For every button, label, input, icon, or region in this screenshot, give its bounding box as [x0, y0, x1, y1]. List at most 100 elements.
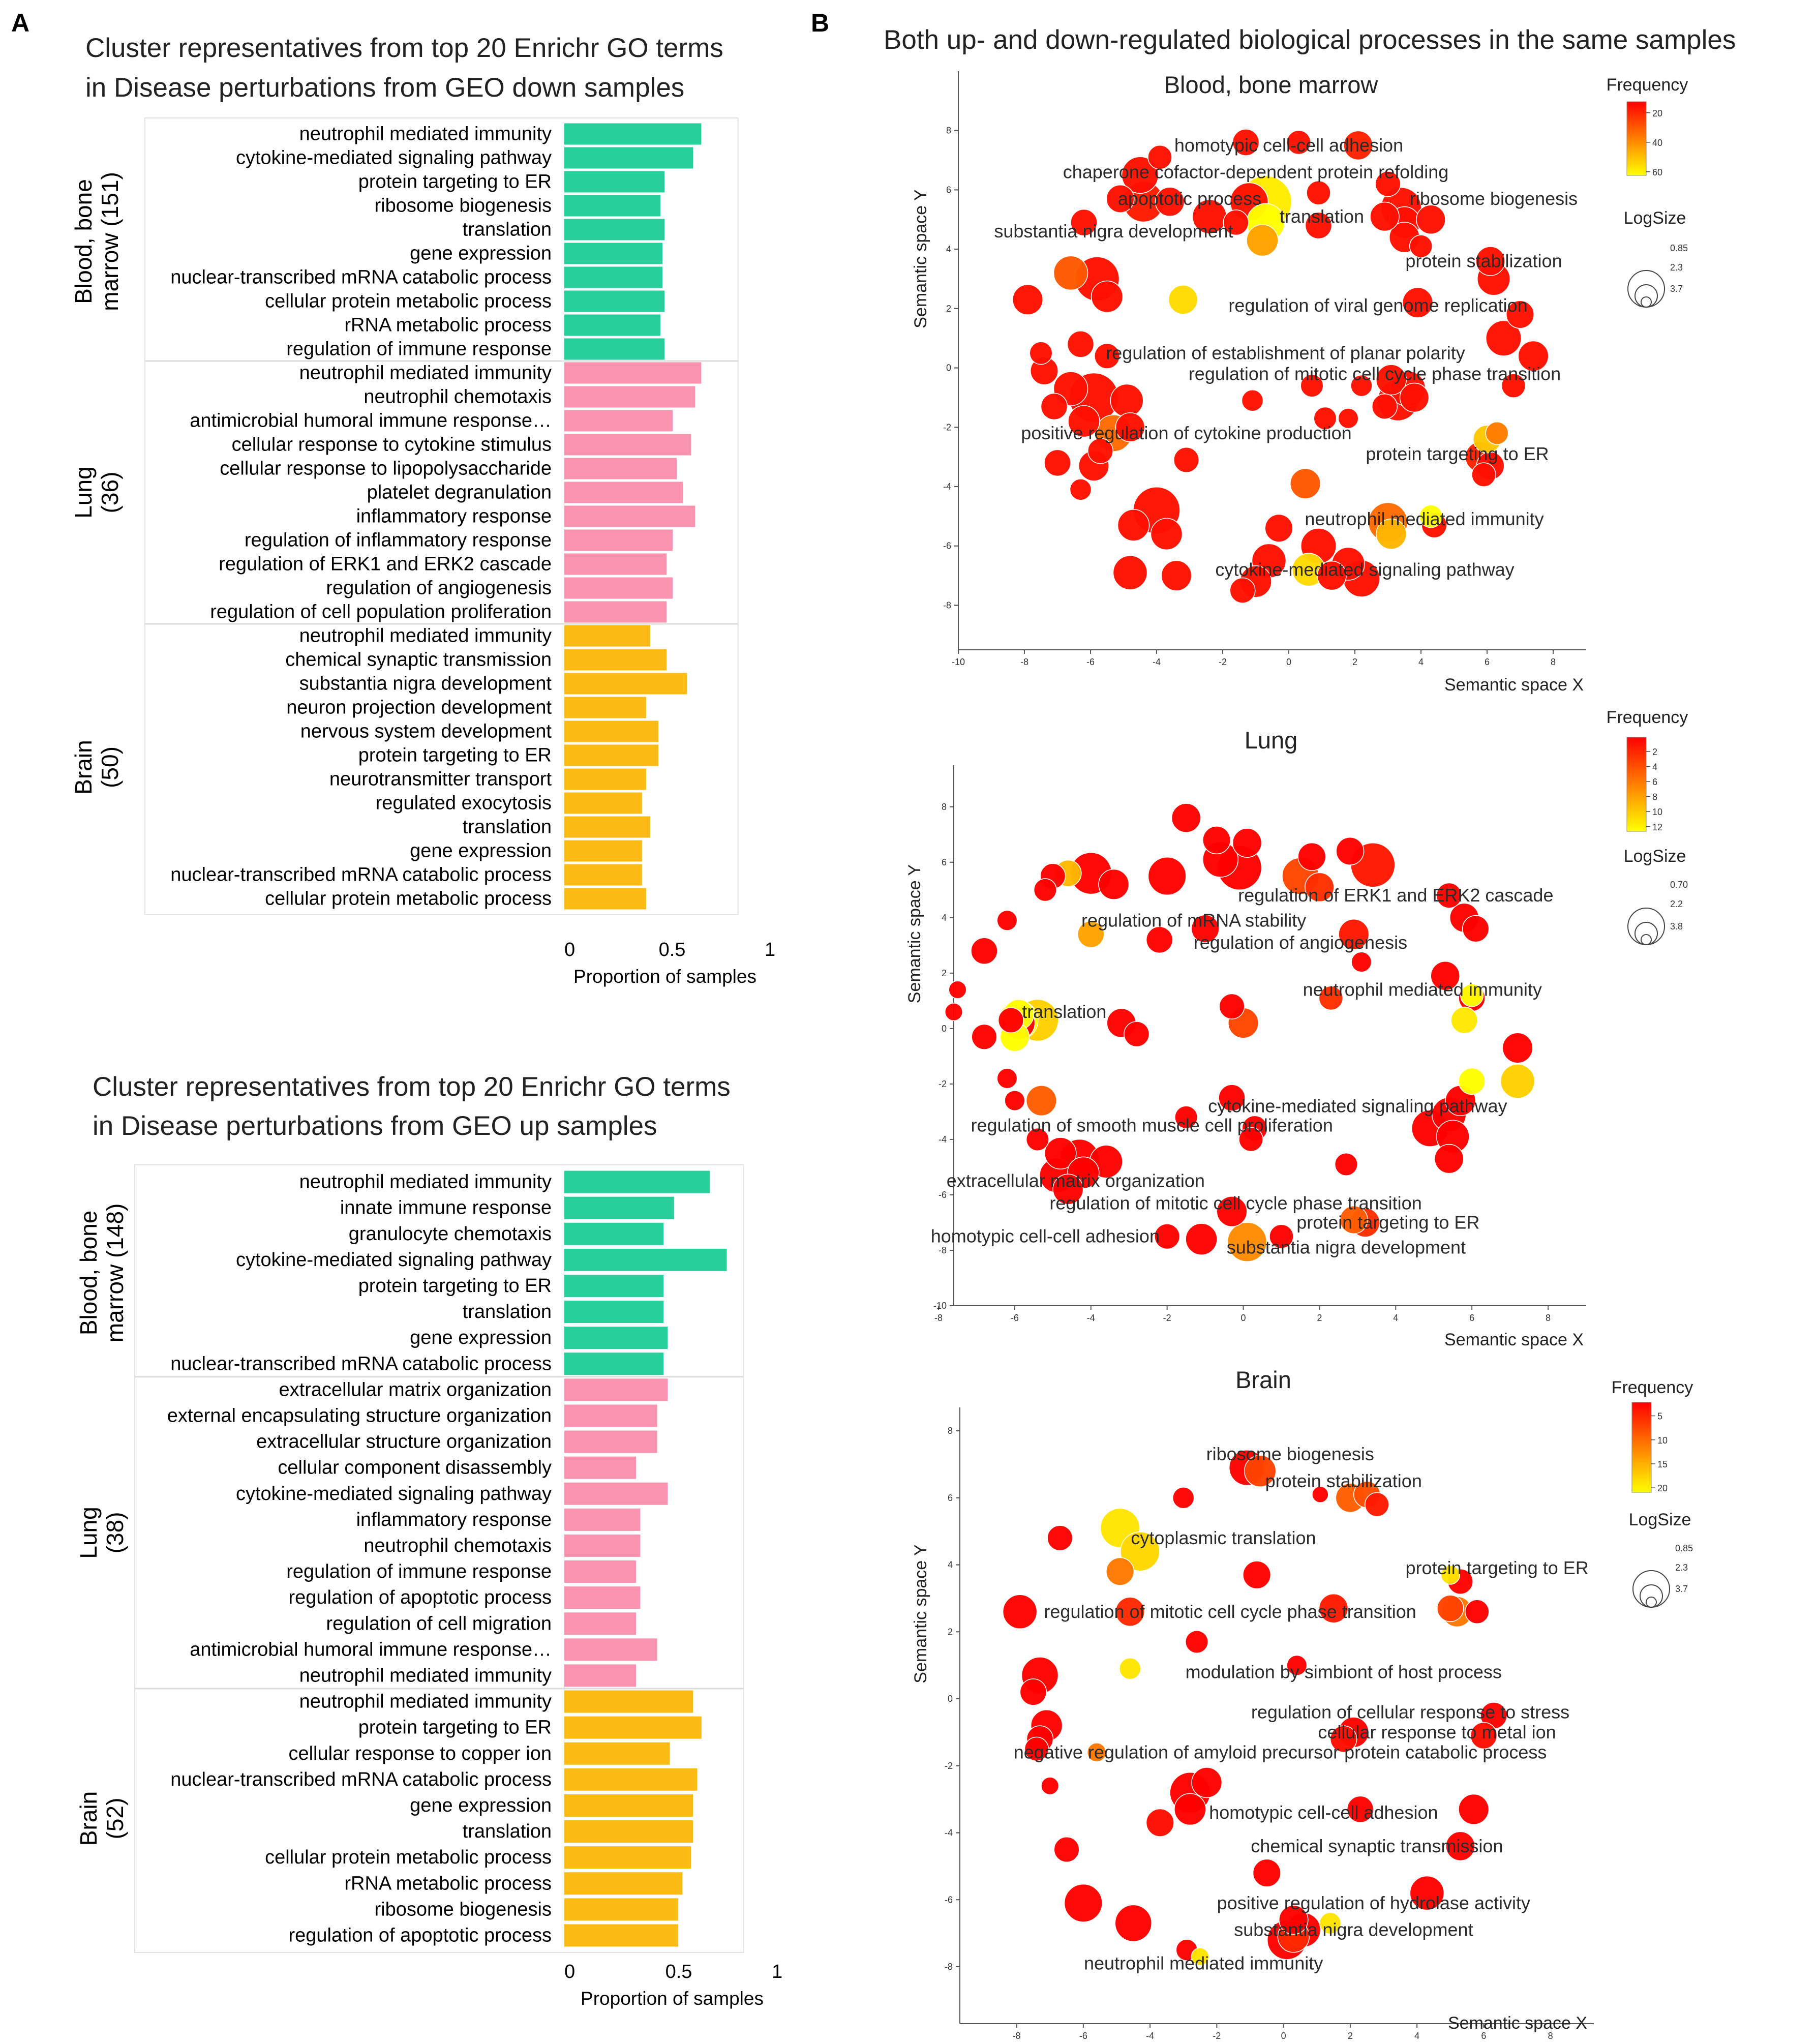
bar [564, 1820, 693, 1843]
legend-logsize-circle [1635, 922, 1658, 945]
go-term-bubble [1518, 340, 1549, 372]
y-tick-label: -2 [939, 1079, 947, 1089]
go-term-bubble [1174, 1105, 1198, 1129]
go-term-bubble [1191, 914, 1220, 943]
go-term-bubble [1110, 383, 1144, 417]
bar [564, 266, 662, 288]
go-term-bubble [1202, 826, 1231, 855]
x-tick-label: 0 [1241, 1313, 1246, 1323]
go-term-bubble [1044, 449, 1071, 477]
x-tick-label: -2 [1213, 2031, 1221, 2041]
y-tick-label: 0 [948, 1694, 953, 1704]
go-term-bubble [1502, 1032, 1533, 1064]
bar [564, 123, 702, 145]
legend-frequency-gradient [1631, 1402, 1652, 1493]
bar [564, 1638, 657, 1661]
go-term-bubble [1232, 129, 1260, 156]
go-term-bubble [1012, 284, 1043, 315]
go-term-bubble [1376, 364, 1407, 396]
legend-logsize-label: 0.70 [1670, 880, 1688, 890]
go-term-annotation: regulation of angiogenesis [1194, 932, 1407, 953]
go-term-bubble [1114, 1904, 1153, 1942]
go-term-bubble [1485, 421, 1509, 445]
x-tick-label: 8 [1548, 2031, 1553, 2041]
y-axis-label: Semantic space Y [911, 1544, 930, 1683]
bar-term-label: external encapsulating structure organiz… [167, 1405, 552, 1426]
go-term-bubble [1365, 1492, 1389, 1517]
go-term-bubble [1252, 1858, 1281, 1887]
bar [564, 195, 660, 217]
legend-logsize-circle [1632, 1570, 1670, 1608]
bar [564, 1898, 679, 1921]
x-axis-label: Semantic space X [1448, 2013, 1587, 2033]
y-axis-label: Semantic space Y [911, 189, 930, 328]
x-axis-label: Semantic space X [1444, 1330, 1584, 1349]
legend-logsize-label: 2.2 [1670, 899, 1683, 909]
go-term-bubble [1070, 208, 1098, 236]
go-term-annotation: regulation of establishment of planar po… [1106, 342, 1465, 363]
x-tick-label: -2 [1163, 1313, 1171, 1323]
bar-term-label: cellular protein metabolic process [265, 291, 552, 312]
bar-term-label: regulation of apoptotic process [288, 1587, 552, 1608]
bar-term-label: cellular response to lipopolysaccharide [220, 458, 552, 479]
group-label-line: marrow (148) [102, 1204, 128, 1343]
go-term-bubble [1399, 382, 1430, 413]
y-tick-label: 4 [942, 913, 947, 923]
scatter-title: Brain [1235, 1366, 1291, 1393]
bar-term-label: neutrophil chemotaxis [364, 386, 552, 408]
go-term-bubble [1246, 224, 1279, 257]
legend-frequency-title: Frequency [1612, 1378, 1693, 1397]
bar-term-label: platelet degranulation [367, 482, 552, 503]
x-tick-label: -6 [1079, 2031, 1087, 2041]
go-term-annotation: ribosome biogenesis [1410, 188, 1578, 209]
bar [564, 1768, 698, 1791]
scatter-plots: -10 -8 -6 -4 -2 0 2 4 6 8 -8 -6 -4 -2 0 2 4 6 8 Blood, bone… [905, 71, 1693, 2041]
bar-frame [144, 117, 739, 915]
legend-frequency-tick-label: 12 [1652, 822, 1662, 832]
go-term-bubble [1185, 1223, 1218, 1255]
bar [564, 697, 646, 718]
x-tick-label: 6 [1485, 657, 1490, 667]
bar [564, 1301, 664, 1324]
go-term-annotation: positive regulation of cytokine producti… [1021, 423, 1351, 443]
y-tick-label: -4 [939, 1134, 947, 1145]
go-term-bubble [1300, 374, 1324, 398]
legend-logsize-circle [1641, 296, 1652, 308]
bar [564, 840, 642, 862]
bar-chart-down-tick-0: 0 [564, 939, 575, 960]
go-term-annotation: regulation of smooth muscle cell prolife… [971, 1115, 1333, 1136]
bar-term-label: rRNA metabolic process [344, 1873, 552, 1894]
bar-term-label: antimicrobial humoral immune response… [190, 410, 552, 432]
bar-chart-up-title-line-1: Cluster representatives from top 20 Enri… [93, 1072, 731, 1102]
legend-logsize-circle [1627, 908, 1665, 945]
bar [564, 1327, 668, 1349]
go-term-bubble [1174, 1793, 1206, 1826]
bar [564, 577, 673, 599]
y-tick-label: 8 [942, 802, 947, 812]
go-term-bubble [1077, 920, 1105, 948]
bar [564, 1482, 668, 1505]
go-term-bubble [948, 980, 967, 999]
bar-chart-up: Cluster representatives from top 20 Enri… [75, 1072, 782, 2009]
go-term-bubble [1339, 1206, 1368, 1235]
go-term-bubble [1346, 1795, 1374, 1823]
scatter-brain: -8 -6 -4 -2 0 2 4 6 8 -8 -6 -4 -2 0 2 4 6 8 Brain Semantic … [911, 1366, 1693, 2041]
bar-term-label: nervous system development [300, 721, 552, 742]
go-term-annotation: neutrophil mediated immunity [1305, 508, 1543, 529]
bar-term-label: neutrophil mediated immunity [299, 1171, 552, 1193]
go-term-bubble [1317, 560, 1347, 591]
go-term-bubble [971, 937, 998, 965]
x-tick-label: 2 [1317, 1313, 1322, 1323]
bar [564, 434, 691, 456]
go-term-bubble [1500, 1064, 1535, 1099]
go-term-bubble [1264, 514, 1293, 543]
bar [564, 1690, 693, 1713]
bar-term-label: cellular protein metabolic process [265, 888, 552, 910]
go-term-bubble [1150, 518, 1183, 551]
go-term-bubble [996, 1068, 1018, 1089]
go-term-bubble [1460, 983, 1484, 1007]
go-term-annotation: protein targeting to ER [1296, 1212, 1479, 1233]
go-term-bubble [1334, 1152, 1358, 1176]
go-term-bubble [1350, 374, 1373, 397]
